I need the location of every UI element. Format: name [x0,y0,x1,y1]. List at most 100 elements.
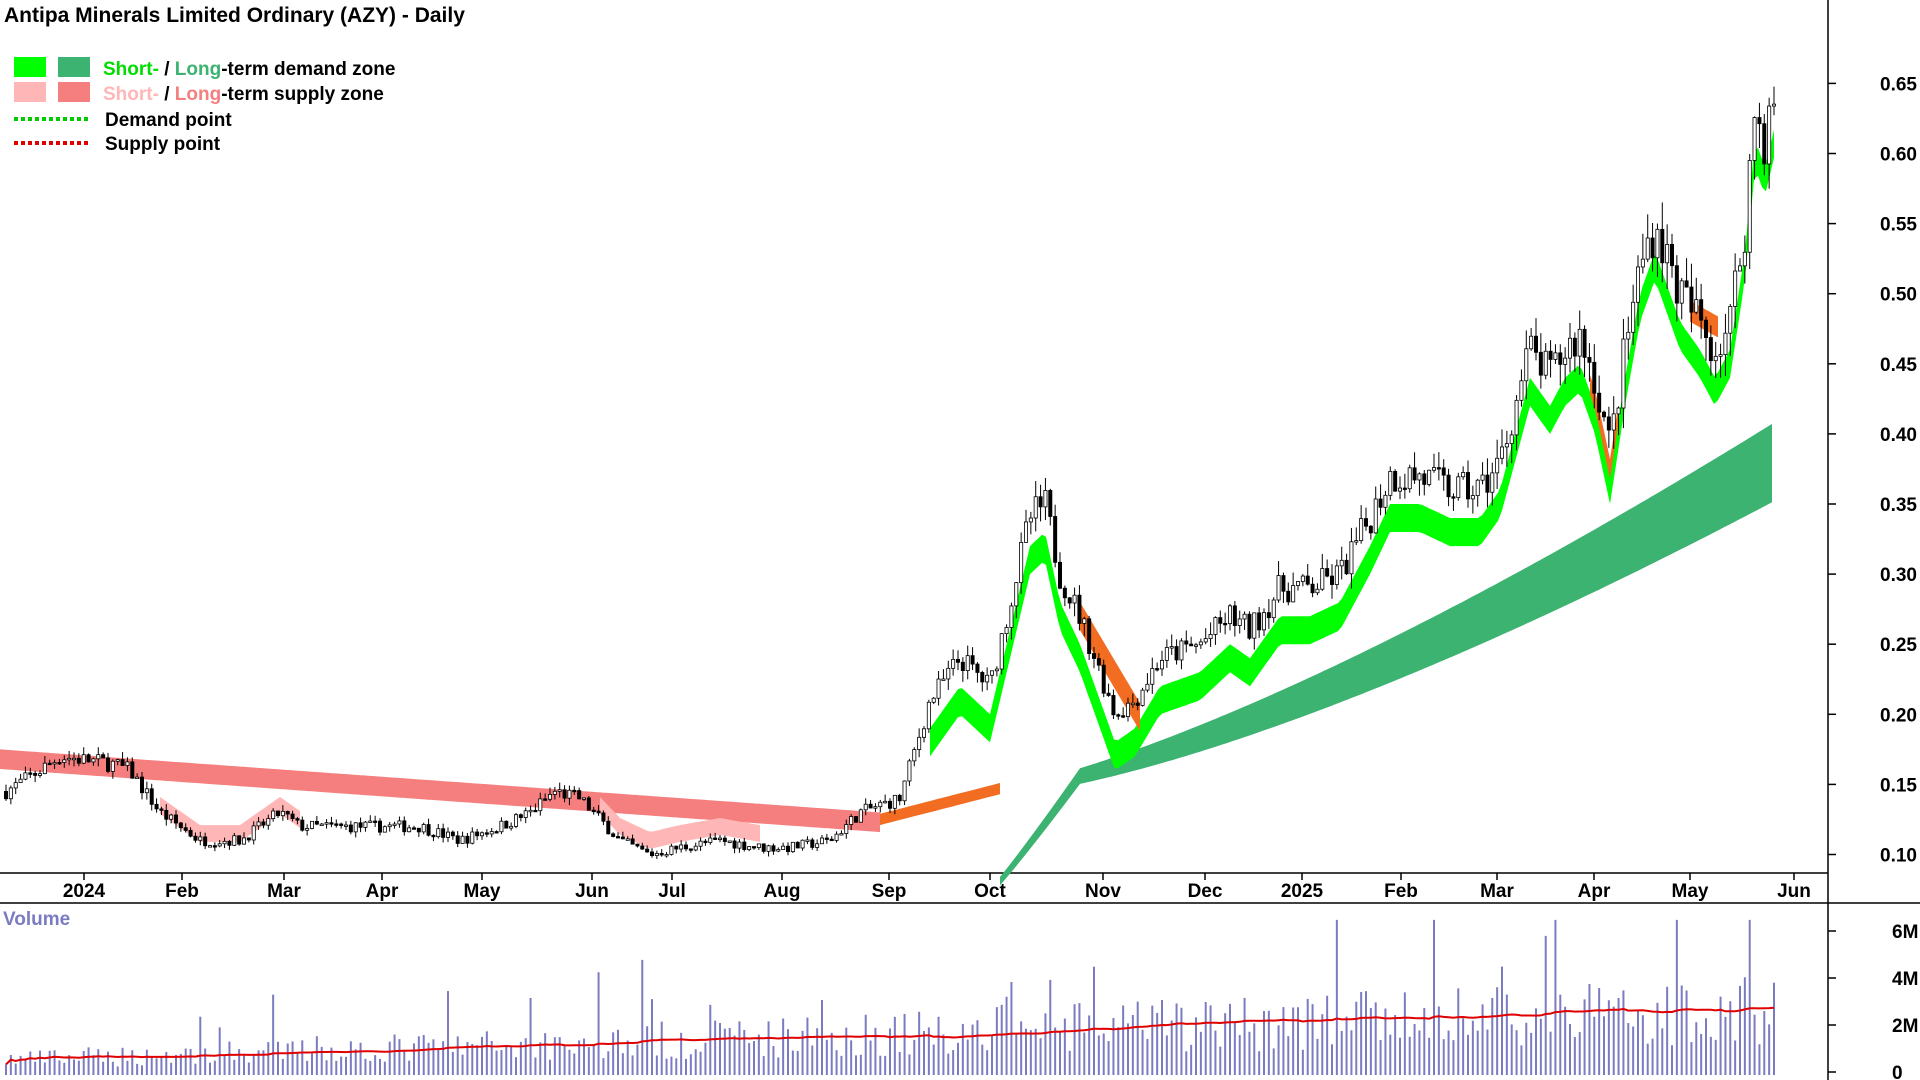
candle-body [1451,496,1456,499]
candle-body [23,772,28,780]
short-term-supply-zone [600,797,760,849]
time-axis: 2024 Feb Mar Apr May Jun Jul Aug Sep Oct Nov Dec 202… [63,873,1811,902]
candle-body [650,851,655,857]
candle-body [1189,643,1194,647]
candle-body [776,849,781,852]
price-tick-label: 0.50 [1880,285,1917,306]
candle-body [72,757,77,761]
volume-axis: 6M 4M 2M 0 [1828,922,1918,1080]
candle-body [669,845,674,855]
candle-body [455,835,460,844]
candle-body [1004,627,1009,635]
candle-body [1160,659,1165,670]
candle-body [1427,469,1432,485]
candle-body [52,762,57,765]
candle-body [810,839,815,848]
candle-body [1019,541,1024,584]
candle-body [1121,715,1126,718]
candle-body [431,834,436,838]
candle-body [1475,479,1480,496]
candle-body [470,831,475,844]
time-tick-label: Jul [658,881,685,902]
candle-body [275,810,280,817]
candle-body [1606,416,1611,431]
candle-body [1334,565,1339,585]
candle-body [1495,457,1500,474]
candle-body [688,848,693,851]
long-term-supply-zone [0,749,880,833]
candle-body [1237,618,1242,626]
candle-body [533,809,538,813]
candle-body [844,824,849,834]
candle-body [411,827,416,830]
candle-body [917,736,922,750]
legend-swatch-long-supply [58,82,90,102]
candle-body [178,822,183,829]
candle-body [348,824,353,833]
candle-body [999,633,1004,670]
candle-body [1291,585,1296,603]
time-tick-label: Oct [974,881,1006,902]
candle-body [1582,328,1587,358]
candle-body [1043,490,1048,508]
candle-body [684,844,689,850]
candle-body [1407,467,1412,490]
price-axis: 0.65 0.60 0.55 0.50 0.45 0.40 0.35 0.30 0.25 0.20… [1828,74,1917,867]
candle-body [1349,541,1354,575]
legend-swatch-short-supply [14,82,46,102]
candle-body [57,762,62,765]
candle-body [1402,487,1407,490]
legend-demand-zone: Short- / Long-term demand zone [103,59,395,80]
candle-body [295,818,300,821]
candle-body [1660,228,1665,264]
candle-body [863,803,868,811]
candle-body [421,824,426,833]
candle-body [1602,411,1607,418]
candle-body [679,844,684,850]
candle-body [1092,653,1097,659]
candle-body [96,754,101,760]
candle-body [1232,605,1237,626]
candle-body [1733,270,1738,307]
candle-body [1718,354,1723,357]
candle-body [1684,280,1689,288]
transition-zone [1080,602,1140,732]
candle-body [392,823,397,826]
candle-body [266,818,271,826]
legend-supply-rest: -term supply zone [221,84,384,105]
candle-body [713,837,718,840]
candle-body [1310,583,1315,594]
candle-body [1281,575,1286,592]
candle-body [990,670,995,676]
candle-body [926,701,931,730]
legend-swatch-long-demand [58,57,90,77]
candle-body [280,810,285,817]
candle-body [149,788,154,805]
candle-body [1038,496,1043,508]
candle-body [956,658,961,663]
candle-body [582,797,587,800]
candle-body [207,845,212,848]
candle-body [426,824,431,836]
time-tick-label: Jun [575,881,609,902]
long-term-demand-zone [1000,423,1772,886]
price-tick-label: 0.15 [1880,775,1917,796]
candle-body [1679,280,1684,304]
candle-body [543,798,548,801]
legend-supply-short: Short- [103,84,159,105]
price-tick-label: 0.40 [1880,425,1917,446]
candle-body [101,754,106,759]
candle-body [329,822,334,825]
candle-body [1742,251,1747,267]
candle-body [1524,348,1529,382]
candle-body [1631,301,1636,333]
candle-body [946,667,951,680]
candle-body [334,823,339,826]
candle-body [538,798,543,812]
candle-body [1145,683,1150,691]
candle-body [1616,407,1621,415]
volume-tick-label: 0 [1892,1063,1903,1080]
candle-body [232,835,237,846]
candle-body [47,762,52,766]
candle-body [1611,413,1616,431]
